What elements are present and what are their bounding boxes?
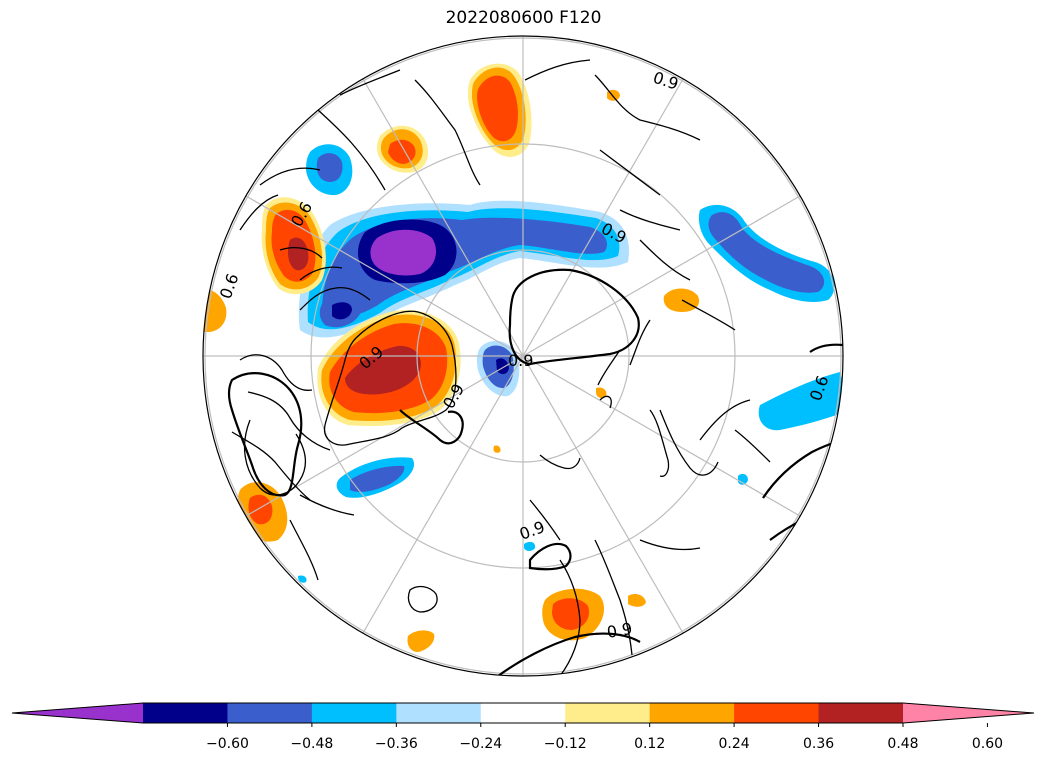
colorbar-tick-label: −0.36 <box>375 736 418 752</box>
map-disk: 0.9 0.9 0.6 0.6 0.9 0.9 0.6 0.9 0.9 0.9 <box>203 36 843 676</box>
coast-canada-arch <box>231 247 371 501</box>
contour-label: 0.9 <box>508 351 533 370</box>
colorbar-tick-label: −0.12 <box>544 736 587 752</box>
colorbar-tick-label: 0.24 <box>719 736 750 752</box>
colorbar-segment <box>818 703 904 723</box>
colorbar-extend-high <box>903 703 1034 723</box>
contour-greenland <box>399 409 464 445</box>
coast-greenland <box>323 310 457 446</box>
contour-label-group: 0.9 0.9 0.6 0.6 0.9 0.9 0.6 0.9 0.9 0.9 <box>216 68 833 642</box>
colorbar-segment <box>565 703 651 723</box>
anomaly-warm-far-west <box>203 289 227 332</box>
colorbar-segment <box>143 703 228 723</box>
map-title: 2022080600 F120 <box>445 8 602 28</box>
contour-label: 0.9 <box>605 619 633 642</box>
graticule <box>203 36 843 676</box>
colorbar-outline <box>11 702 1035 724</box>
colorbar-segment <box>480 703 566 723</box>
coastlines <box>231 59 771 676</box>
coast-svalbard <box>539 454 581 470</box>
colorbar-tick-label: −0.60 <box>206 736 249 752</box>
coast-novaya <box>649 409 670 477</box>
contour-bottom-center <box>528 542 572 571</box>
colorbar-tick-label: 0.36 <box>803 736 834 752</box>
colorbar-segment <box>649 703 735 723</box>
anomaly-blue-east <box>758 372 843 431</box>
contour-bottom <box>497 632 641 676</box>
colorbar-tick-label: −0.24 <box>459 736 502 752</box>
colorbar-tick-label: 0.12 <box>634 736 665 752</box>
colorbar-extend-low <box>12 703 143 723</box>
contour-east-upper <box>809 343 843 353</box>
coast-taymyr <box>659 399 771 476</box>
map-frame <box>202 35 844 677</box>
coast-siberia <box>524 59 736 409</box>
colorbar-tick-label: 0.48 <box>887 736 918 752</box>
coast-scandinavia <box>529 499 701 676</box>
colorbar-segment <box>227 703 313 723</box>
colorbar-segment <box>734 703 820 723</box>
colorbar-segment <box>396 703 482 723</box>
colorbar: −0.60 −0.48 −0.36 −0.24 −0.12 0.12 0.24 0.36 0.4… <box>11 702 1035 752</box>
colorbar-segment <box>311 703 397 723</box>
coast-iceland <box>407 585 438 613</box>
contour-west <box>227 372 303 497</box>
colorbar-tick-label: −0.48 <box>290 736 333 752</box>
anomaly-warm-iceland <box>407 630 435 652</box>
coast-alaska <box>239 69 481 231</box>
anomaly-warm-taymyr <box>663 288 700 312</box>
coast-labrador <box>289 494 355 581</box>
anomaly-purple-core <box>370 229 436 276</box>
colorbar-tick-label: 0.60 <box>972 736 1003 752</box>
contour-pole-north <box>508 268 640 366</box>
